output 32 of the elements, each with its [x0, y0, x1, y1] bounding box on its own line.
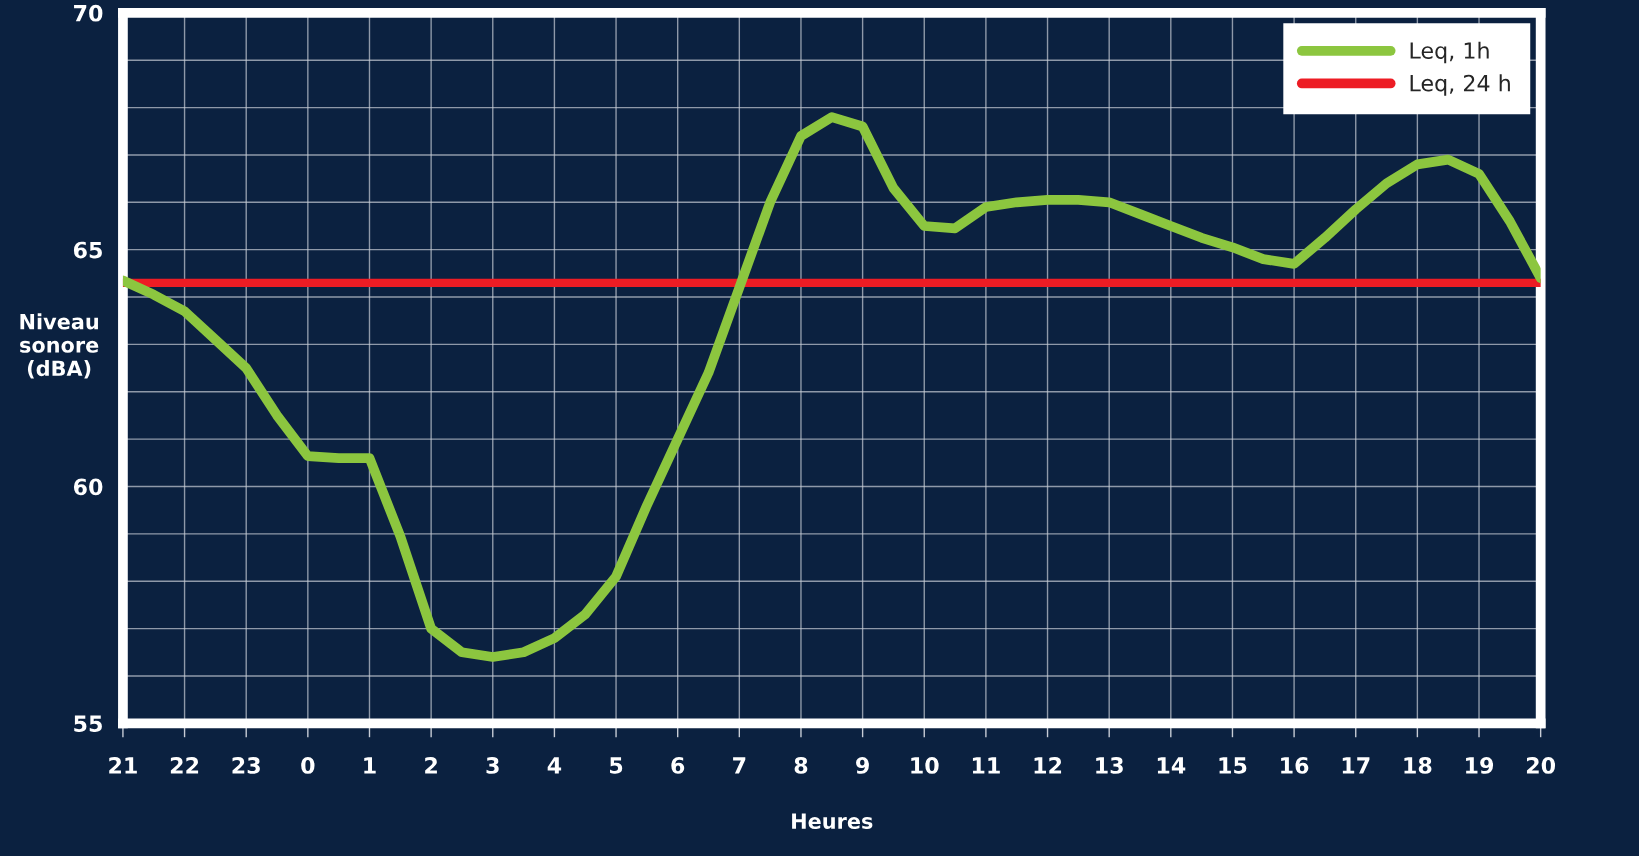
x-tick-label: 8: [794, 757, 808, 774]
legend-label: Leq, 1h: [1410, 41, 1489, 64]
x-tick-label: 11: [972, 757, 1000, 774]
x-tick-label: 22: [170, 757, 199, 774]
legend-label: Leq, 24 h: [1410, 74, 1510, 96]
x-tick-label: 21: [109, 757, 137, 774]
x-tick-label: 18: [1404, 757, 1432, 774]
x-tick-label: 0: [301, 757, 315, 774]
x-tick-label: 19: [1466, 757, 1494, 774]
x-tick-label: 6: [671, 757, 685, 774]
x-tick-label: 2: [425, 757, 437, 774]
x-tick-label: 3: [486, 757, 499, 774]
x-tick-label: 14: [1157, 757, 1186, 774]
x-tick-label: 12: [1034, 757, 1062, 774]
x-tick-label: 5: [610, 757, 623, 774]
x-tick-label: 13: [1096, 757, 1123, 774]
x-tick-label: 9: [856, 757, 869, 774]
x-tick-label: 20: [1526, 757, 1556, 774]
x-tick-label: 15: [1219, 757, 1247, 774]
y-tick-label: 55: [74, 715, 102, 733]
x-tick-label: 16: [1281, 757, 1309, 774]
x-tick-label: 1: [364, 757, 376, 774]
x-tick-label: 4: [547, 757, 562, 774]
x-axis-title: Heures: [792, 813, 873, 830]
x-tick-label: 17: [1342, 757, 1370, 774]
x-tick-label: 23: [232, 757, 260, 774]
y-axis-title: Niveau sonore (dBA): [20, 313, 99, 379]
y-tick-label: 65: [73, 241, 102, 259]
x-tick-label: 10: [911, 757, 939, 774]
y-tick-label: 60: [73, 478, 103, 496]
x-tick-label: 7: [733, 757, 746, 774]
y-tick-label: 70: [74, 4, 103, 22]
